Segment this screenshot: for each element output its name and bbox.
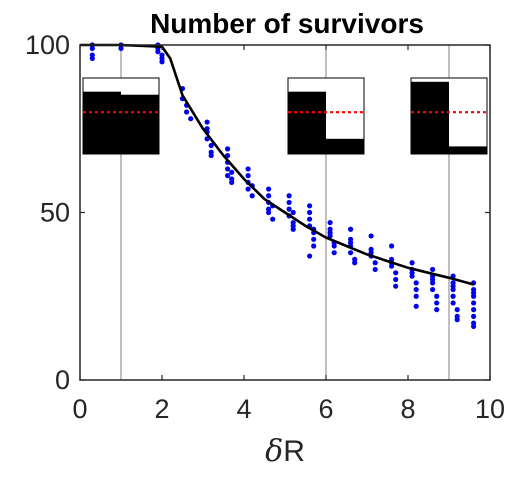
data-point (393, 283, 399, 289)
data-point (290, 226, 296, 232)
data-point (413, 286, 419, 293)
mean-survivors-line (80, 43, 474, 286)
data-point (229, 179, 235, 185)
data-point (372, 260, 378, 266)
data-point (290, 209, 296, 216)
x-axis-label-text: R (283, 435, 305, 468)
data-point (372, 266, 378, 273)
data-point (266, 193, 272, 199)
data-point (307, 209, 313, 216)
data-point (327, 219, 333, 226)
chart-title: Number of survivors (150, 8, 424, 39)
data-point (434, 307, 440, 313)
x-tick-label: 0 (72, 394, 87, 424)
data-point (184, 109, 190, 115)
data-point (311, 243, 317, 249)
data-point (229, 169, 235, 175)
inset-left-block (288, 91, 326, 154)
inset-0 (82, 77, 160, 155)
data-point (393, 270, 399, 276)
data-point (155, 49, 161, 55)
data-point (245, 186, 251, 192)
y-tick-label: 100 (25, 30, 70, 60)
data-point (413, 293, 419, 299)
data-point (307, 253, 313, 259)
data-point (89, 55, 95, 62)
data-point (249, 193, 255, 199)
data-point (389, 243, 395, 249)
data-point (286, 193, 292, 199)
x-tick-label: 4 (236, 394, 251, 424)
x-tick-label: 6 (318, 394, 333, 424)
data-point (471, 323, 477, 329)
data-point (430, 266, 436, 273)
data-point (118, 45, 124, 51)
x-axis-label: δR (265, 434, 305, 469)
inset-2 (410, 77, 488, 155)
data-point (352, 260, 358, 266)
data-point (430, 276, 436, 283)
data-point (159, 59, 165, 65)
data-point (188, 116, 194, 122)
data-point (409, 270, 415, 276)
data-point (245, 173, 251, 179)
data-point (307, 203, 313, 209)
data-point (208, 152, 214, 159)
data-point (430, 286, 436, 293)
insets (82, 77, 488, 155)
data-point (266, 209, 272, 216)
data-point (286, 199, 292, 206)
data-point (413, 280, 419, 286)
data-point (471, 290, 477, 296)
data-point (454, 317, 460, 323)
data-point (311, 236, 317, 242)
data-point (270, 216, 276, 222)
data-point (368, 233, 374, 239)
inset-left-block (411, 81, 449, 154)
data-point (471, 313, 477, 319)
data-point (327, 230, 333, 236)
data-point (409, 260, 415, 266)
data-point (348, 240, 354, 246)
data-point (331, 250, 337, 256)
data-point (307, 216, 313, 222)
data-point (434, 293, 440, 299)
y-tick-label: 50 (40, 198, 70, 228)
data-point (471, 307, 477, 313)
scatter-points (89, 42, 477, 329)
data-point (331, 243, 337, 249)
data-point (204, 119, 210, 125)
data-point (454, 307, 460, 313)
inset-right-block (326, 138, 364, 154)
inset-left-block (83, 91, 121, 154)
inset-right-block (121, 94, 159, 154)
data-point (413, 303, 419, 309)
x-tick-label: 2 (154, 394, 169, 424)
data-point (225, 166, 231, 172)
data-point (225, 146, 231, 152)
data-point (450, 300, 456, 306)
data-point (450, 283, 456, 289)
data-point (225, 173, 231, 179)
data-point (393, 276, 399, 283)
data-point (348, 226, 354, 232)
data-point (266, 186, 272, 192)
data-point (348, 250, 354, 256)
x-axis-label-symbol: δ (265, 434, 283, 469)
y-tick-label: 0 (55, 365, 70, 395)
data-point (208, 142, 214, 149)
x-tick-label: 10 (475, 394, 505, 424)
data-point (450, 293, 456, 299)
inset-right-block (449, 146, 487, 154)
data-point (245, 166, 251, 172)
inset-1 (287, 77, 365, 155)
data-point (434, 300, 440, 306)
data-point (89, 45, 95, 51)
y-axis: 0 50 100 (25, 30, 490, 395)
x-axis: 0 2 4 6 8 10 (72, 45, 505, 424)
data-point (471, 300, 477, 306)
data-point (286, 206, 292, 212)
x-tick-label: 8 (400, 394, 415, 424)
